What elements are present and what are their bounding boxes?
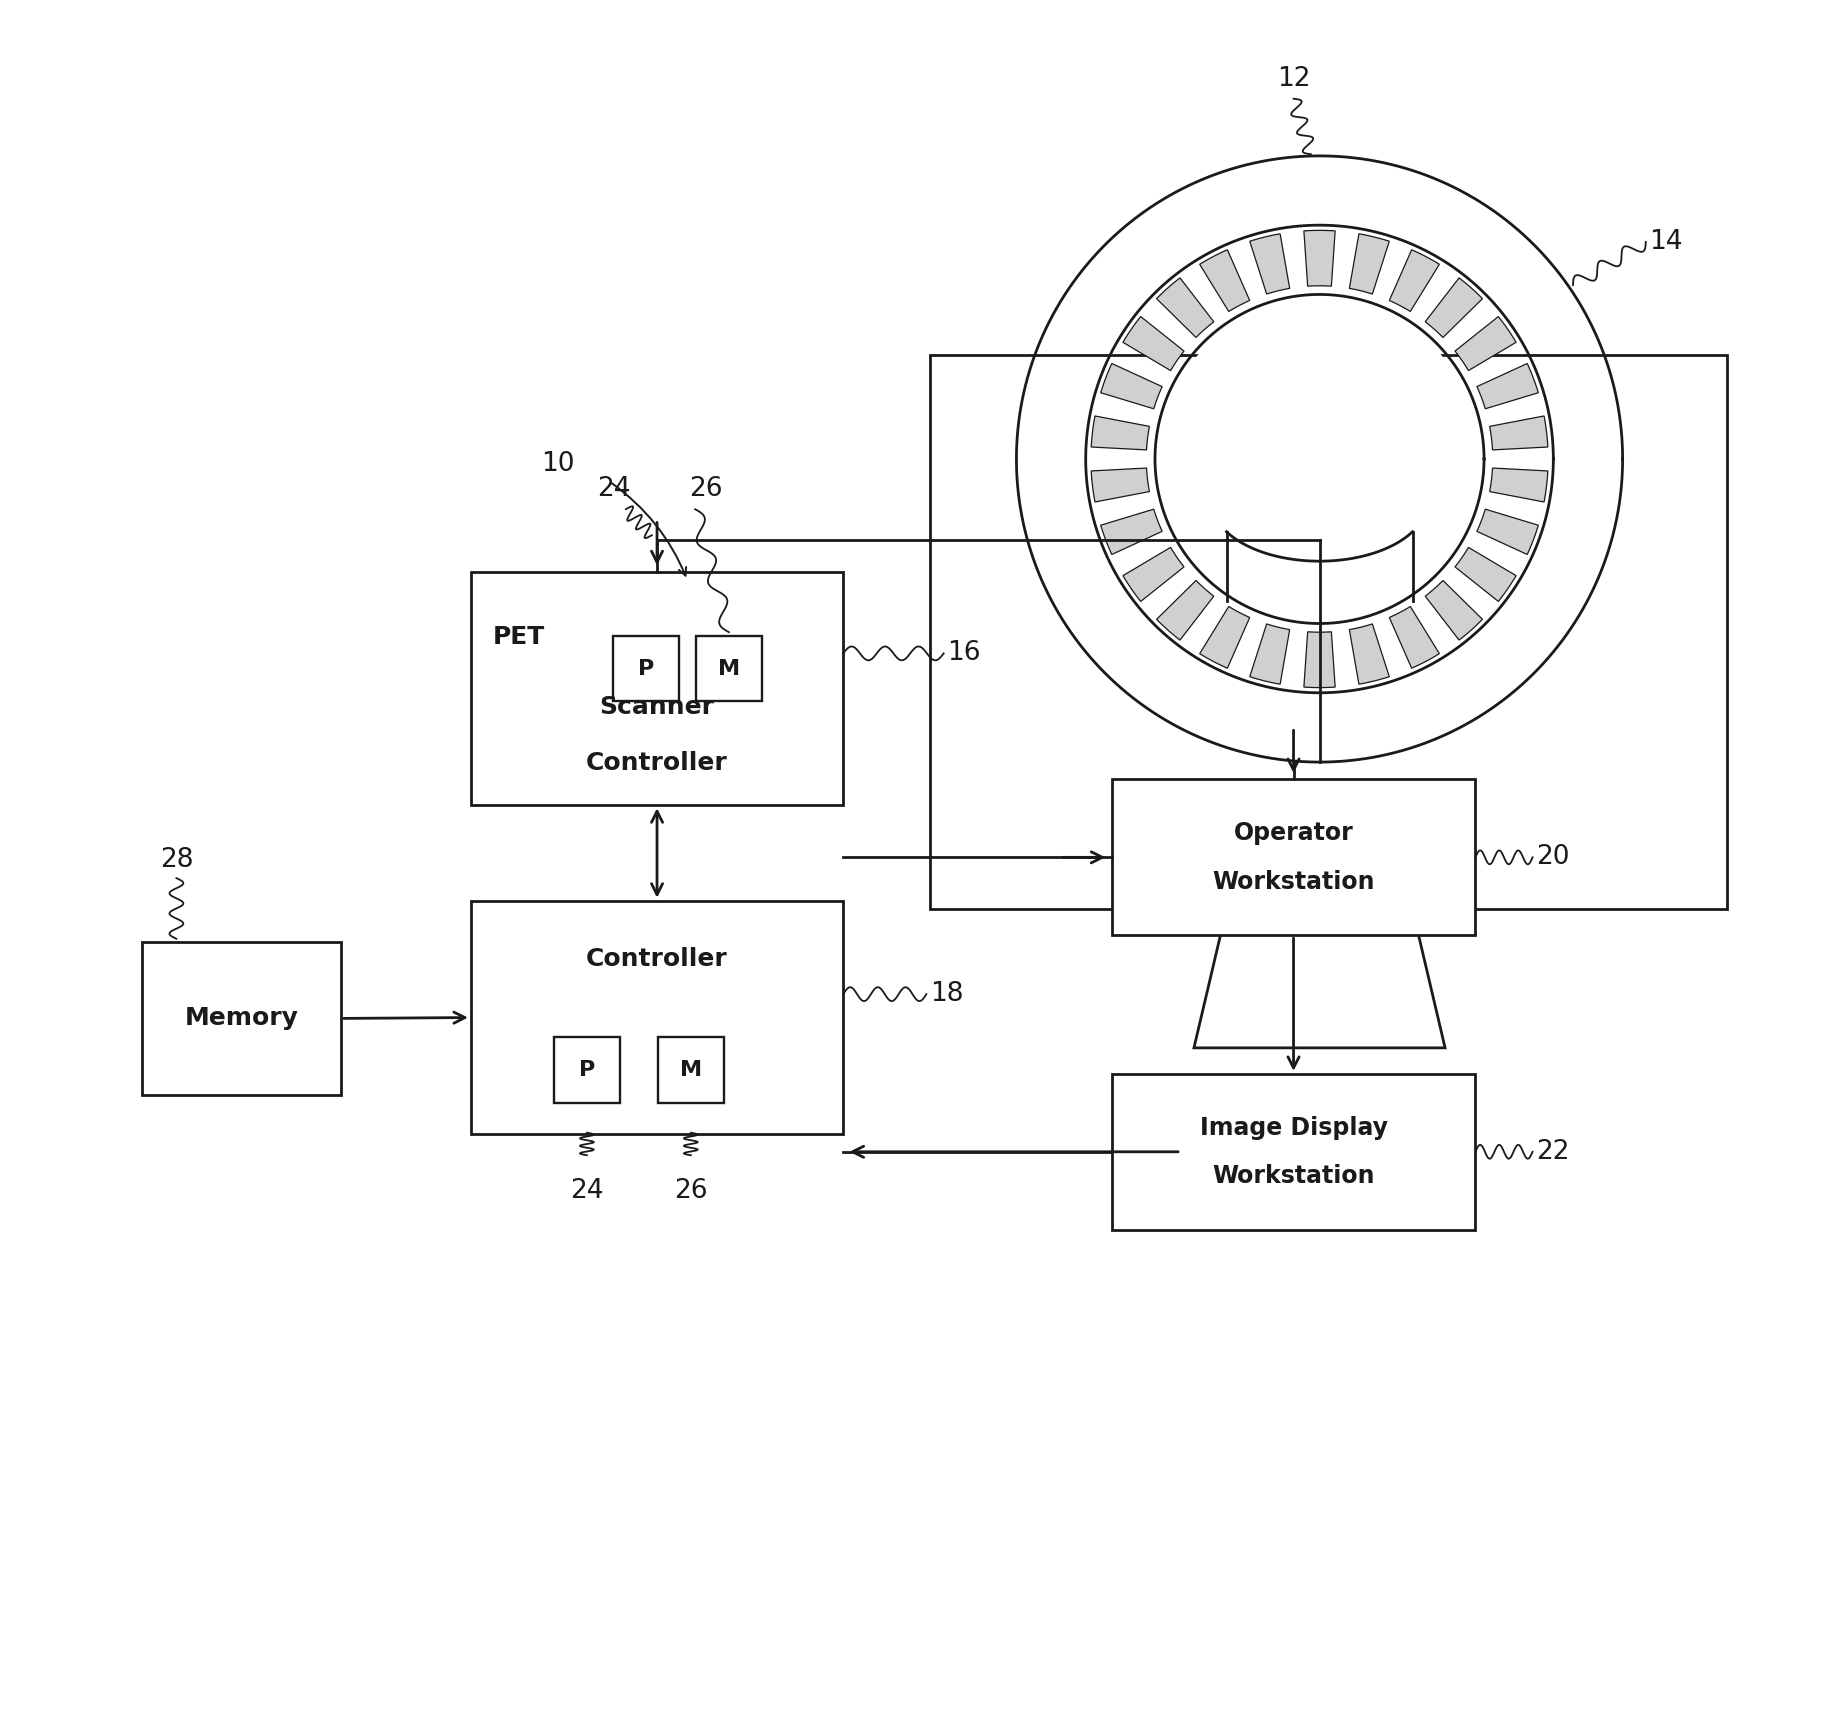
Text: 16: 16: [947, 641, 980, 667]
Polygon shape: [1425, 277, 1482, 338]
Polygon shape: [1250, 234, 1290, 294]
Polygon shape: [1476, 509, 1538, 554]
Text: 24: 24: [597, 476, 630, 502]
Polygon shape: [1303, 230, 1336, 286]
Text: 20: 20: [1537, 843, 1570, 871]
Text: 26: 26: [688, 476, 723, 502]
Bar: [929, 355, 1726, 909]
Polygon shape: [1122, 317, 1184, 371]
Text: P: P: [579, 1060, 595, 1081]
Polygon shape: [1091, 468, 1150, 502]
Polygon shape: [1349, 234, 1389, 294]
Polygon shape: [1389, 606, 1440, 669]
Text: Workstation: Workstation: [1212, 1164, 1374, 1188]
Text: M: M: [679, 1060, 703, 1081]
Polygon shape: [1455, 317, 1517, 371]
Text: 22: 22: [1537, 1138, 1570, 1166]
Text: Scanner: Scanner: [600, 695, 715, 719]
Polygon shape: [1157, 277, 1214, 338]
Bar: [1228, 887, 1411, 901]
Polygon shape: [1250, 624, 1290, 684]
Polygon shape: [1122, 547, 1184, 601]
Text: 28: 28: [159, 847, 193, 873]
Polygon shape: [1199, 249, 1250, 312]
Text: 24: 24: [569, 1178, 604, 1204]
Text: Controller: Controller: [586, 947, 728, 972]
Text: PET: PET: [493, 625, 546, 650]
Text: 12: 12: [1278, 66, 1310, 92]
Text: Operator: Operator: [1234, 821, 1354, 845]
Text: 18: 18: [929, 980, 964, 1008]
Polygon shape: [1100, 509, 1163, 554]
Bar: [1111, 1074, 1475, 1230]
Polygon shape: [1455, 547, 1517, 601]
Polygon shape: [1489, 468, 1548, 502]
Text: Image Display: Image Display: [1199, 1115, 1387, 1140]
Bar: [1111, 779, 1475, 935]
Polygon shape: [1476, 364, 1538, 409]
Circle shape: [1161, 300, 1478, 618]
Polygon shape: [1349, 624, 1389, 684]
Text: P: P: [637, 658, 653, 679]
Bar: [471, 901, 843, 1134]
Text: Workstation: Workstation: [1212, 869, 1374, 894]
Polygon shape: [1091, 416, 1150, 450]
Text: Memory: Memory: [184, 1006, 297, 1031]
Polygon shape: [1100, 364, 1163, 409]
Polygon shape: [1157, 580, 1214, 641]
Bar: [613, 636, 679, 701]
Bar: [657, 1037, 725, 1103]
Polygon shape: [1199, 606, 1250, 669]
Bar: [695, 636, 761, 701]
Text: M: M: [717, 658, 739, 679]
Text: Controller: Controller: [586, 752, 728, 776]
Polygon shape: [1489, 416, 1548, 450]
Bar: [142, 942, 341, 1095]
Polygon shape: [1425, 580, 1482, 641]
Bar: [471, 572, 843, 805]
Bar: [555, 1037, 620, 1103]
Polygon shape: [1303, 632, 1336, 688]
Text: 14: 14: [1650, 229, 1683, 255]
Polygon shape: [1389, 249, 1440, 312]
Text: 10: 10: [540, 450, 575, 478]
Text: 26: 26: [673, 1178, 708, 1204]
Polygon shape: [1194, 901, 1445, 1048]
